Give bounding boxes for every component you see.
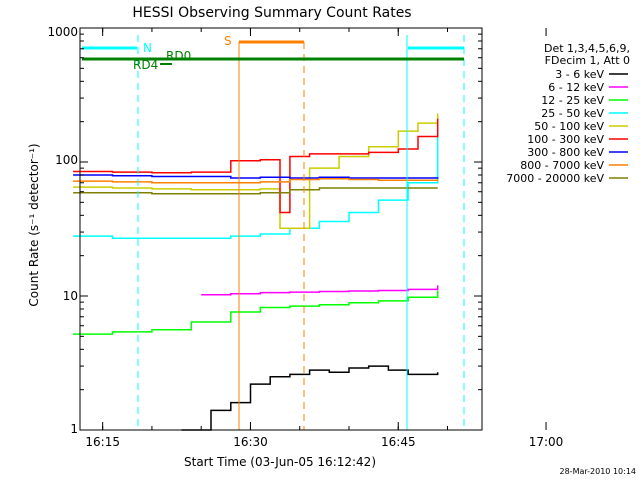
y-tick-label-100: 100 [55, 153, 78, 167]
legend-label: 12 - 25 keV [541, 94, 604, 107]
series-line [73, 174, 439, 179]
legend-label: 300 - 800 keV [527, 146, 604, 159]
legend-label: 7000 - 20000 keV [506, 172, 604, 185]
series-line [73, 290, 439, 335]
series-line [201, 285, 439, 296]
legend-label: 3 - 6 keV [555, 68, 604, 81]
marker-rd0-label: RD0 [166, 49, 191, 63]
x-tick-label: 16:45 [381, 435, 416, 449]
marker-n-label: N [143, 41, 152, 55]
legend: Det 1,3,4,5,6,9, FDecim 1, Att 0 3 - 6 k… [506, 42, 630, 185]
legend-label: 50 - 100 keV [534, 120, 604, 133]
legend-label: 6 - 12 keV [548, 81, 604, 94]
legend-label: 100 - 300 keV [527, 133, 604, 146]
x-tick-label: 17:00 [529, 435, 564, 449]
legend-header-1: Det 1,3,4,5,6,9, [544, 42, 630, 55]
axis-ticks [80, 28, 547, 431]
series-line [73, 113, 439, 230]
series-line [181, 365, 439, 431]
series-line [73, 187, 438, 195]
plot-frame [79, 27, 483, 431]
series-line [73, 177, 439, 184]
series-line [73, 118, 439, 214]
marker-rd4-label: RD4 [133, 58, 158, 72]
y-axis-label: Count Rate (s⁻¹ detector⁻¹) [27, 143, 41, 306]
y-tick-label-1000: 1000 [47, 25, 78, 39]
legend-label: 25 - 50 keV [541, 107, 604, 120]
chart-title: HESSI Observing Summary Count Rates [132, 5, 411, 21]
x-axis-label: Start Time (03-Jun-05 16:12:42) [184, 455, 376, 469]
x-tick-label: 16:30 [233, 435, 268, 449]
markers-group: N S RD0 RD4 [82, 34, 465, 430]
footer-timestamp: 28-Mar-2010 10:14 [560, 467, 637, 476]
legend-header-2: FDecim 1, Att 0 [545, 54, 630, 67]
y-tick-label-10: 10 [63, 289, 78, 303]
marker-s-label: S [224, 34, 232, 48]
y-tick-label-1: 1 [70, 422, 78, 436]
series-group [73, 113, 439, 431]
x-tick-label: 16:15 [85, 435, 120, 449]
legend-label: 800 - 7000 keV [520, 159, 604, 172]
